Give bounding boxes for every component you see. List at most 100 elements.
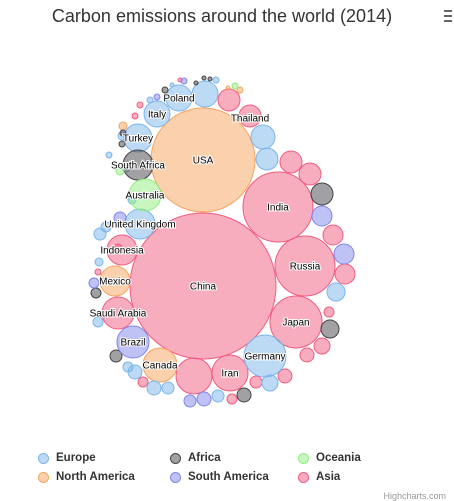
bubble-africa-9[interactable]	[201, 75, 207, 81]
bubble-saudi-arabia[interactable]	[101, 296, 135, 330]
bubble-asia-13[interactable]	[334, 263, 356, 285]
label-poland: Poland	[163, 94, 194, 105]
bubble-europe-13[interactable]	[161, 381, 175, 395]
bubble-africa-7[interactable]	[119, 129, 127, 137]
bubble-asia-11[interactable]	[298, 162, 322, 186]
bubble-europe-24[interactable]	[105, 151, 113, 159]
bubble-africa-5[interactable]	[90, 287, 102, 299]
bubble-africa-11[interactable]	[207, 76, 213, 82]
bubble-africa-1[interactable]	[310, 182, 334, 206]
bubble-europe-14[interactable]	[211, 389, 225, 403]
bubble-europe-16[interactable]	[122, 361, 134, 373]
label-saudi-arabia: Saudi Arabia	[90, 309, 147, 320]
bubble-south-america-2[interactable]	[333, 243, 355, 265]
label-usa: USA	[193, 156, 214, 167]
bubble-europe-8[interactable]	[326, 282, 346, 302]
bubble-thailand[interactable]	[238, 104, 262, 128]
credits-text[interactable]: Highcharts.com	[383, 491, 446, 501]
legend-item-africa[interactable]: Africa	[170, 452, 221, 464]
bubble-asia-12[interactable]	[322, 224, 344, 246]
bubble-south-africa[interactable]	[122, 149, 154, 181]
bubble-asia-22[interactable]	[94, 268, 102, 276]
bubble-labels-group: China India Russia Japan Iran Indonesia Saudi …	[89, 93, 322, 381]
bubble-china[interactable]	[129, 212, 277, 360]
bubble-europe-10[interactable]	[261, 374, 279, 392]
bubble-north-america-3[interactable]	[118, 121, 128, 131]
bubble-japan[interactable]	[269, 295, 323, 349]
bubble-europe-22[interactable]	[146, 96, 154, 104]
bubble-africa-3[interactable]	[236, 387, 252, 403]
bubble-asia-18[interactable]	[137, 376, 149, 388]
legend-label-asia: Asia	[316, 471, 341, 483]
bubble-europe-15[interactable]	[100, 221, 112, 233]
bubble-africa-4[interactable]	[109, 349, 123, 363]
legend-label-europe: Europe	[56, 452, 96, 464]
legend-item-north-america[interactable]: North America	[38, 471, 135, 483]
bubble-poland[interactable]	[165, 84, 193, 112]
legend-label-oceania: Oceania	[316, 452, 361, 464]
bubble-europe-23[interactable]	[212, 76, 220, 84]
bubble-asia-23[interactable]	[131, 112, 139, 120]
legend-swatch-oceania	[298, 452, 309, 464]
bubble-mexico[interactable]	[99, 265, 131, 297]
label-italy: Italy	[148, 110, 166, 121]
bubble-south-america-5[interactable]	[113, 211, 127, 225]
bubble-asia-10[interactable]	[279, 150, 303, 174]
legend-swatch-north-america	[38, 471, 49, 483]
bubble-europe-17[interactable]	[92, 316, 104, 328]
bubble-oceania-1[interactable]	[115, 166, 125, 176]
bubble-south-america-3[interactable]	[196, 391, 212, 407]
label-south-africa: South Africa	[111, 161, 165, 172]
bubble-south-america-6[interactable]	[88, 277, 100, 289]
legend-item-south-america[interactable]: South America	[170, 471, 269, 483]
label-united-kingdom: United Kingdom	[104, 220, 175, 231]
label-turkey: Turkey	[123, 134, 153, 145]
bubble-south-america-8[interactable]	[153, 93, 161, 101]
bubble-asia-8[interactable]	[175, 357, 213, 395]
label-japan: Japan	[282, 318, 309, 329]
label-india: India	[267, 203, 289, 214]
hamburger-menu-icon[interactable]	[444, 10, 452, 25]
bubble-australia[interactable]	[128, 178, 162, 212]
label-indonesia: Indonesia	[100, 246, 144, 257]
bubble-asia-14[interactable]	[313, 337, 331, 355]
chart-title: Carbon emissions around the world (2014)	[51, 6, 393, 26]
bubble-brazil[interactable]	[116, 325, 150, 359]
bubble-africa-8[interactable]	[161, 86, 169, 94]
bubble-north-america-4[interactable]	[236, 86, 244, 94]
bubble-india[interactable]	[242, 171, 314, 243]
bubble-europe-19[interactable]	[94, 257, 104, 267]
legend-item-oceania[interactable]: Oceania	[298, 452, 361, 464]
bubble-asia-19[interactable]	[323, 306, 335, 318]
label-germany: Germany	[244, 352, 285, 363]
bubble-russia[interactable]	[274, 235, 336, 297]
bubble-europe-12[interactable]	[146, 380, 162, 396]
bubble-oceania-2[interactable]	[231, 82, 239, 90]
legend-label-north-america: North America	[56, 471, 135, 483]
bubble-asia-15[interactable]	[299, 347, 315, 363]
bubble-europe-5[interactable]	[191, 80, 219, 108]
bubble-italy[interactable]	[143, 100, 171, 128]
bubble-north-america-5[interactable]	[225, 85, 231, 91]
bubble-south-america-4[interactable]	[183, 394, 197, 408]
bubble-asia-24[interactable]	[136, 101, 144, 109]
bubble-africa-6[interactable]	[118, 140, 126, 148]
bubble-south-america-1[interactable]	[311, 205, 333, 227]
legend-item-asia[interactable]: Asia	[298, 471, 340, 483]
bubble-europe-7[interactable]	[255, 147, 279, 171]
bubble-europe-25[interactable]	[169, 82, 175, 88]
bubble-europe-6[interactable]	[250, 124, 276, 150]
legend-swatch-south-america	[170, 471, 181, 483]
legend-item-europe[interactable]: Europe	[38, 452, 96, 464]
bubble-asia-17[interactable]	[249, 375, 263, 389]
legend-swatch-europe	[38, 452, 49, 464]
bubble-canada[interactable]	[142, 347, 178, 383]
bubble-asia-9[interactable]	[217, 88, 241, 112]
bubble-africa-2[interactable]	[320, 319, 340, 339]
bubble-africa-10[interactable]	[193, 80, 199, 86]
bubble-asia-21[interactable]	[113, 243, 123, 253]
bubbles-group	[88, 75, 356, 408]
bubble-south-america-7[interactable]	[180, 77, 188, 85]
bubble-asia-16[interactable]	[277, 368, 293, 384]
bubble-asia-20[interactable]	[226, 393, 238, 405]
